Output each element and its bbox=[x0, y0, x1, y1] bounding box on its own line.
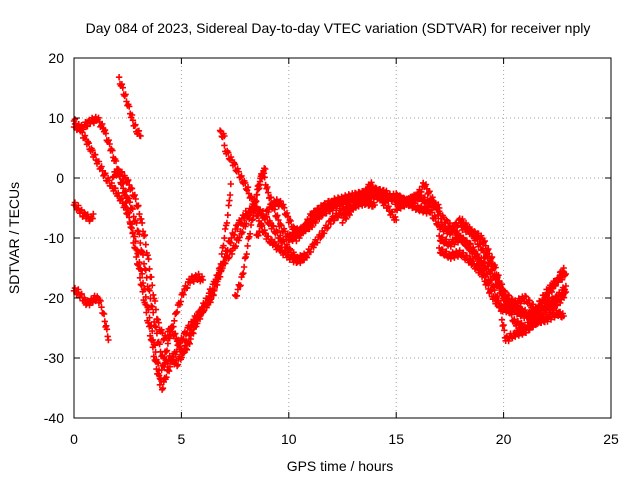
series-arc-7 bbox=[118, 165, 269, 371]
x-tick-label: 5 bbox=[178, 431, 186, 447]
x-tick-label: 10 bbox=[281, 431, 297, 447]
y-axis-label: SDTVAR / TECUs bbox=[6, 182, 22, 294]
x-axis-label: GPS time / hours bbox=[287, 458, 394, 474]
y-tick-label: 10 bbox=[48, 110, 64, 126]
series-markers bbox=[216, 127, 228, 141]
y-tick-label: 0 bbox=[56, 170, 64, 186]
series-arc-17 bbox=[436, 244, 567, 328]
series-markers bbox=[118, 165, 269, 371]
x-tick-label: 20 bbox=[496, 431, 512, 447]
chart-title: Day 084 of 2023, Sidereal Day-to-day VTE… bbox=[86, 20, 591, 36]
series-markers bbox=[436, 244, 567, 328]
data-series bbox=[70, 74, 570, 393]
series-markers bbox=[457, 219, 570, 315]
y-tick-label: -10 bbox=[44, 230, 64, 246]
series-arc-5 bbox=[115, 74, 144, 140]
series-markers bbox=[339, 179, 400, 226]
axis-ticks: 0 5 10 15 20 25 -40 -30 -20 -10 0 10 20 bbox=[44, 50, 619, 447]
series-arc-18 bbox=[457, 219, 570, 315]
y-tick-label: -40 bbox=[44, 410, 64, 426]
x-tick-label: 25 bbox=[603, 431, 619, 447]
y-tick-label: -30 bbox=[44, 350, 64, 366]
y-tick-label: -20 bbox=[44, 290, 64, 306]
x-tick-label: 0 bbox=[70, 431, 78, 447]
y-tick-label: 20 bbox=[48, 50, 64, 66]
x-tick-label: 15 bbox=[388, 431, 404, 447]
series-markers bbox=[115, 74, 144, 140]
series-arc-13 bbox=[339, 179, 400, 226]
series-arc-8 bbox=[216, 127, 228, 141]
